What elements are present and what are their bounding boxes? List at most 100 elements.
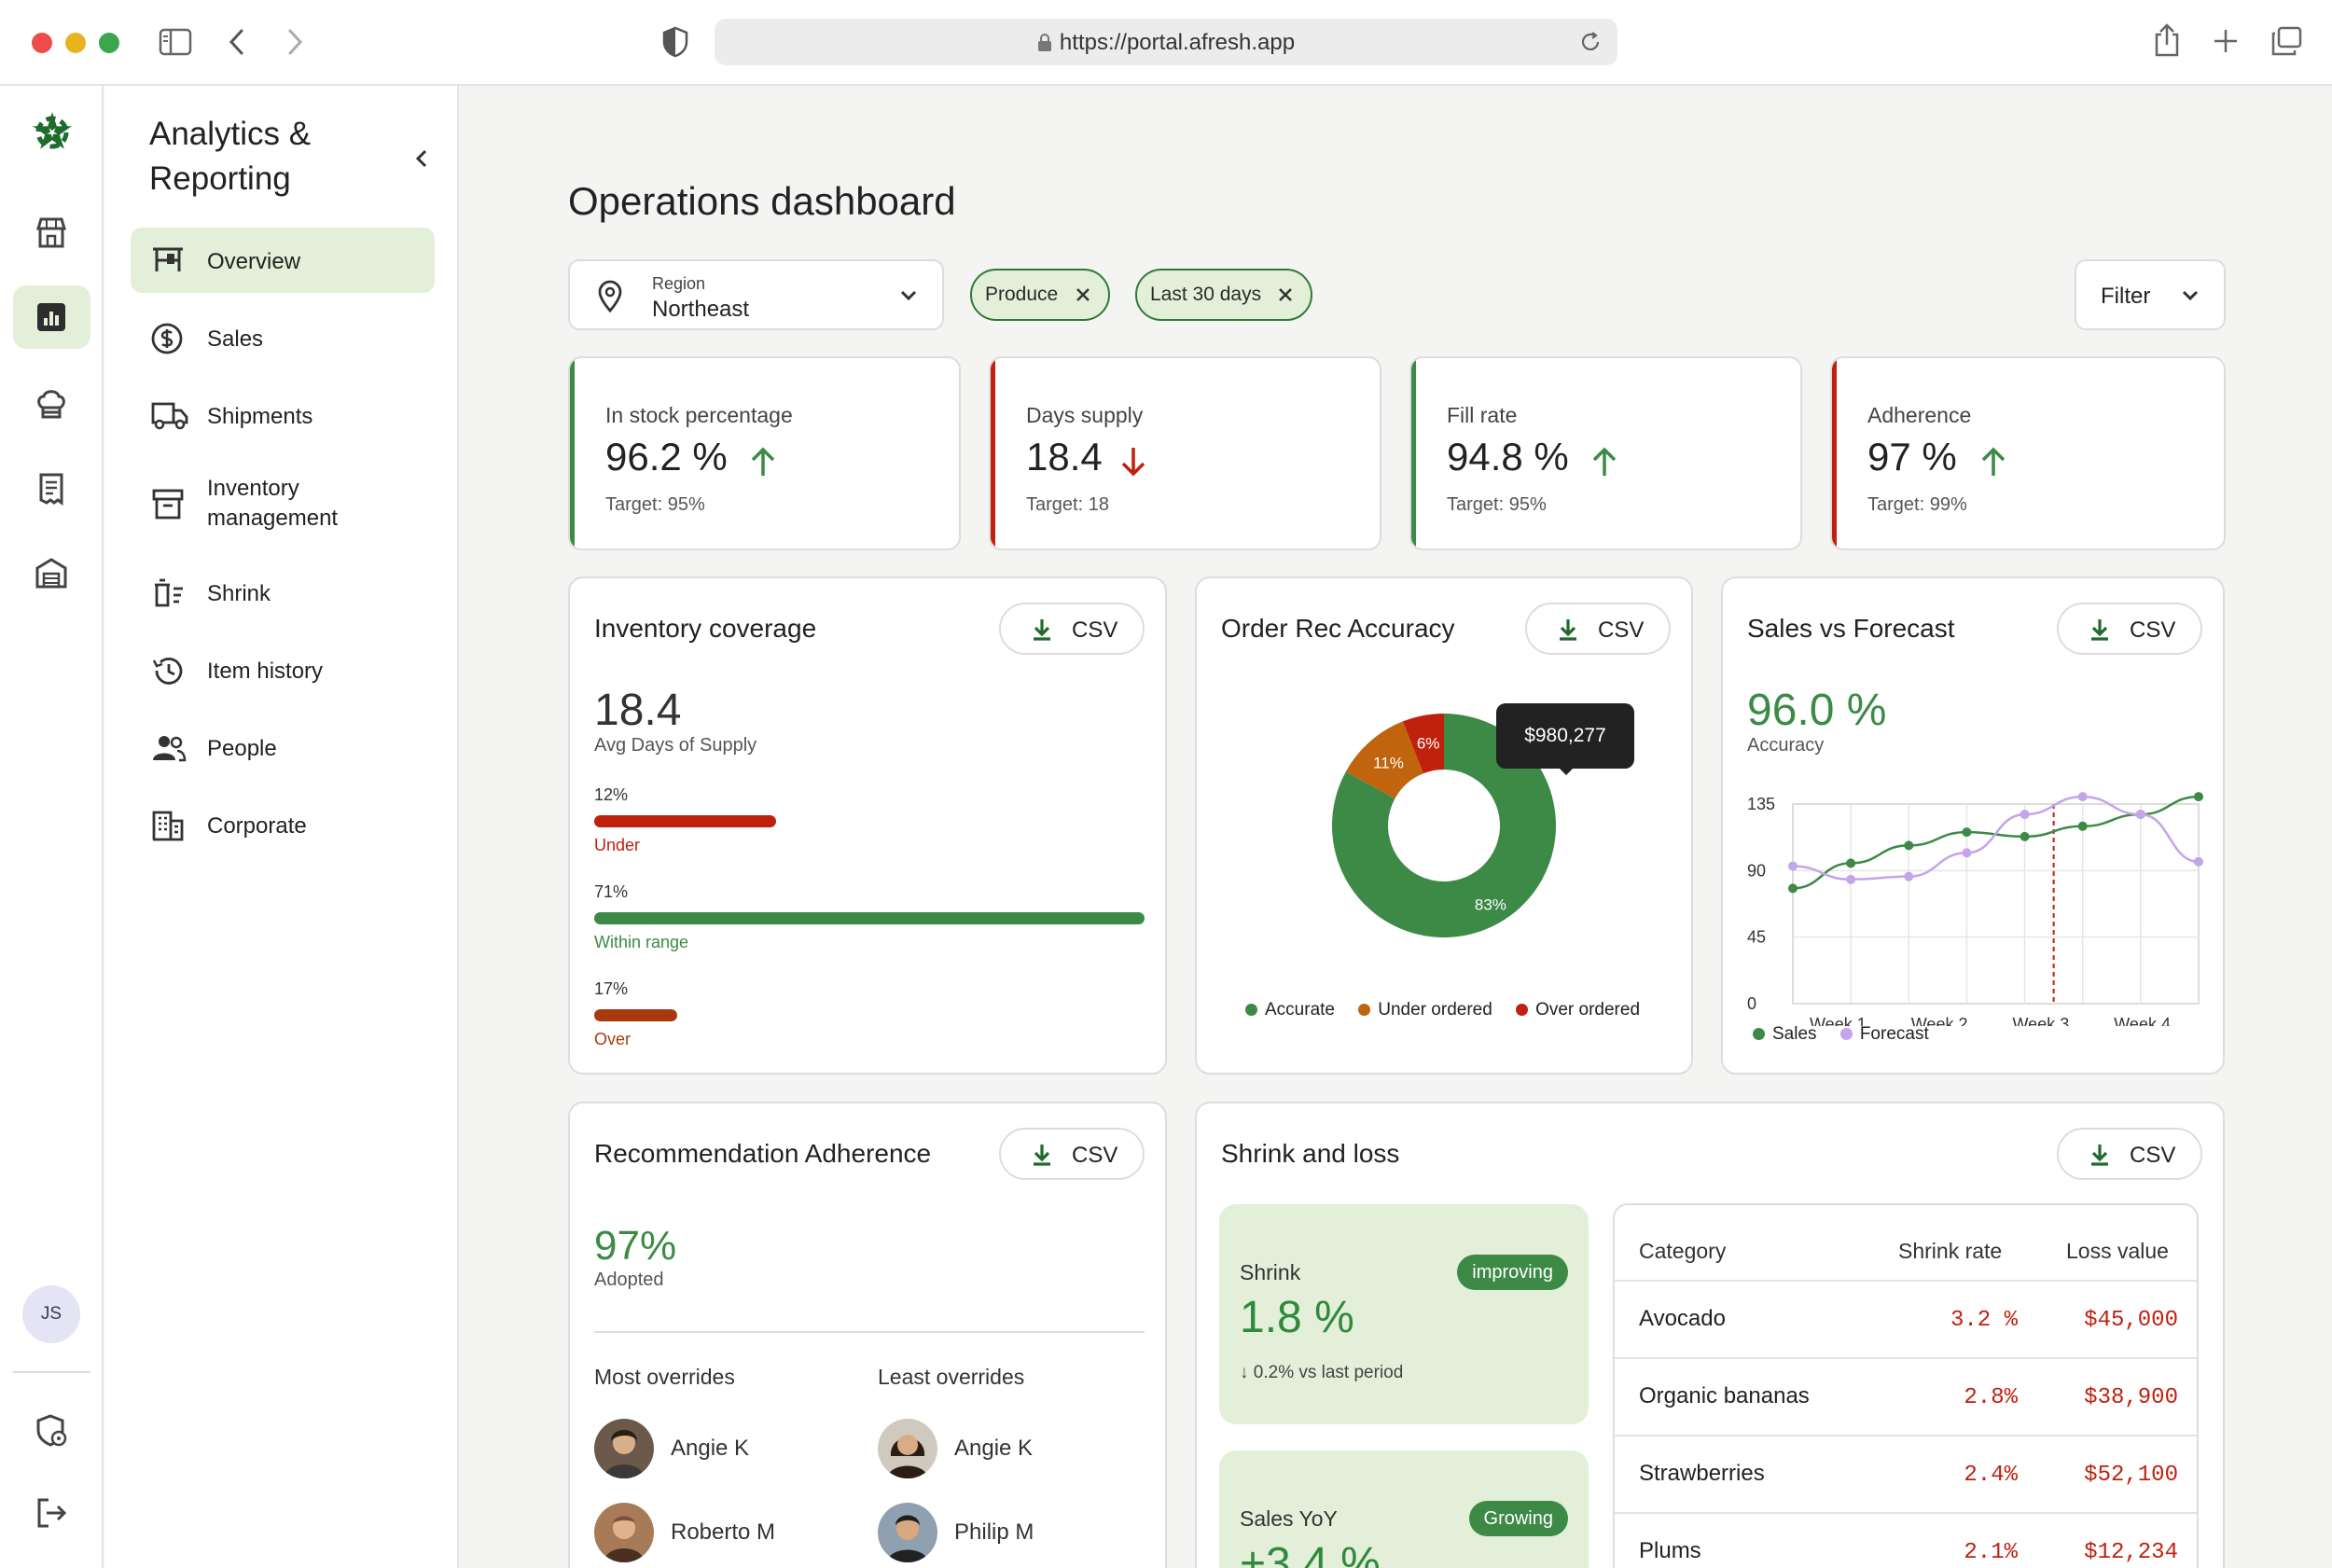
tabs-overview-icon[interactable] <box>2270 26 2302 56</box>
table-row[interactable]: Strawberries 2.4% $52,100 <box>1615 1435 2197 1512</box>
shield-icon[interactable] <box>662 26 688 58</box>
table-row[interactable]: Avocado 3.2 % $45,000 <box>1615 1280 2197 1357</box>
status-badge: improving <box>1457 1255 1568 1290</box>
tile-label: Shrink <box>1240 1260 1301 1284</box>
warehouse-icon <box>35 558 67 589</box>
legend-accurate: Accurate <box>1245 1000 1335 1020</box>
close-icon[interactable] <box>1277 286 1294 303</box>
sidebar-item-sales[interactable]: Sales <box>131 305 435 370</box>
order-rec-accuracy-card: Order Rec Accuracy CSV 83% 11% 6% Accurate… <box>1195 576 1693 1075</box>
tile-value: 1.8 % <box>1240 1293 1354 1342</box>
kpi-value: 94.8 % <box>1447 435 1569 479</box>
divider <box>594 1331 1145 1333</box>
rail-warehouse[interactable] <box>13 541 90 604</box>
x-tick-label: Week 3 <box>2013 1015 2070 1026</box>
kpi-value: 97 % <box>1867 435 1957 479</box>
url-text[interactable]: https://portal.afresh.app <box>715 30 1617 56</box>
series-point-forecast <box>2077 792 2088 802</box>
location-pin-icon <box>598 280 622 313</box>
line-legend: Sales Forecast <box>1753 1024 1948 1045</box>
sidebar-toggle-icon[interactable] <box>159 28 192 56</box>
kpi-card-adherence: Adherence 97 % Target: 99% <box>1830 356 2226 550</box>
donut-slice-2 <box>1402 714 1444 774</box>
rail-receipts[interactable] <box>13 457 90 520</box>
tile-subtitle: ↓ 0.2% vs last period <box>1240 1363 1404 1382</box>
chip-produce[interactable]: Produce <box>970 269 1110 321</box>
kpi-target: Target: 18 <box>1026 494 1109 515</box>
sidebar-item-people[interactable]: People <box>131 715 435 780</box>
address-bar[interactable]: https://portal.afresh.app <box>715 19 1617 65</box>
donut-slice-0 <box>1332 714 1556 937</box>
bar-percent: 17% <box>594 979 629 998</box>
download-icon <box>1034 619 1050 641</box>
new-tab-icon[interactable] <box>2213 28 2239 54</box>
column-header-loss-value: Loss value <box>2066 1239 2169 1263</box>
person-name: Angie K <box>671 1436 750 1461</box>
cell-category: Organic bananas <box>1639 1383 1810 1408</box>
donut-label-1: 11% <box>1373 754 1404 771</box>
download-icon <box>1034 1145 1050 1166</box>
section-sidebar: Analytics & Reporting Overview Sales Shi… <box>104 86 459 1568</box>
filter-label: Filter <box>2101 284 2151 309</box>
csv-download-button[interactable]: CSV <box>2057 1128 2202 1180</box>
csv-label: CSV <box>1072 1143 1118 1168</box>
sidebar-item-item-history[interactable]: Item history <box>131 637 435 702</box>
cell-loss-value: $12,234 <box>2084 1540 2178 1565</box>
rail-security-settings[interactable] <box>13 1399 90 1463</box>
avatar <box>878 1503 937 1562</box>
sidebar-item-shrink[interactable]: Shrink <box>131 560 435 625</box>
reload-icon[interactable] <box>1578 30 1603 54</box>
sidebar-item-inventory[interactable]: Inventory management <box>131 461 435 547</box>
cell-loss-value: $45,000 <box>2084 1308 2178 1333</box>
afresh-logo-icon[interactable] <box>28 108 76 157</box>
filter-dropdown[interactable]: Filter <box>2075 259 2226 330</box>
series-point-sales <box>1962 827 1972 838</box>
maximize-window-button[interactable] <box>99 33 119 53</box>
series-point-forecast <box>1788 861 1798 871</box>
rail-kitchen[interactable] <box>13 371 90 435</box>
x-tick-label: Week 2 <box>1911 1015 1968 1026</box>
sidebar-item-label: Overview <box>207 249 301 274</box>
csv-download-button[interactable]: CSV <box>1525 603 1671 655</box>
sidebar-item-shipments[interactable]: Shipments <box>131 382 435 448</box>
donut-slice-1 <box>1345 721 1423 799</box>
table-row[interactable]: Plums 2.1% $12,234 <box>1615 1512 2197 1568</box>
download-icon <box>2091 1145 2108 1166</box>
chip-label: Last 30 days <box>1150 284 1262 305</box>
person-name: Philip M <box>954 1519 1034 1545</box>
close-window-button[interactable] <box>32 33 52 53</box>
rail-store[interactable] <box>13 201 90 265</box>
adopted-label: Adopted <box>594 1270 664 1290</box>
csv-download-button[interactable]: CSV <box>2057 603 2202 655</box>
metric-value: 18.4 <box>594 686 682 735</box>
close-icon[interactable] <box>1075 286 1091 303</box>
sidebar-item-label: Corporate <box>207 813 307 839</box>
sidebar-item-corporate[interactable]: Corporate <box>131 792 435 857</box>
avatar <box>594 1419 654 1478</box>
donut-chart: 83% 11% 6% <box>1332 714 1556 937</box>
share-icon[interactable] <box>2153 22 2181 58</box>
rail-analytics[interactable] <box>13 285 90 349</box>
collapse-sidebar-icon[interactable] <box>414 147 429 170</box>
user-avatar[interactable]: JS <box>22 1285 80 1343</box>
history-icon <box>152 658 183 685</box>
csv-download-button[interactable]: CSV <box>999 603 1145 655</box>
csv-download-button[interactable]: CSV <box>999 1128 1145 1180</box>
forward-icon[interactable] <box>285 28 304 56</box>
kpi-label: Fill rate <box>1447 403 1518 427</box>
region-select[interactable]: Region Northeast <box>568 259 944 330</box>
kpi-status-bar <box>1411 358 1416 548</box>
chip-last-30-days[interactable]: Last 30 days <box>1135 269 1312 321</box>
sidebar-item-overview[interactable]: Overview <box>131 228 435 293</box>
table-row[interactable]: Organic bananas 2.8% $38,900 <box>1615 1357 2197 1435</box>
least-overrides-heading: Least overrides <box>878 1365 1025 1389</box>
series-point-sales <box>1846 858 1856 868</box>
column-header-shrink-rate: Shrink rate <box>1898 1239 2003 1263</box>
dollar-icon <box>151 323 183 354</box>
rail-logout[interactable] <box>13 1481 90 1545</box>
csv-label: CSV <box>1072 617 1118 643</box>
back-icon[interactable] <box>228 28 246 56</box>
chevron-down-icon <box>900 290 917 301</box>
region-value: Northeast <box>652 297 750 322</box>
minimize-window-button[interactable] <box>65 33 86 53</box>
